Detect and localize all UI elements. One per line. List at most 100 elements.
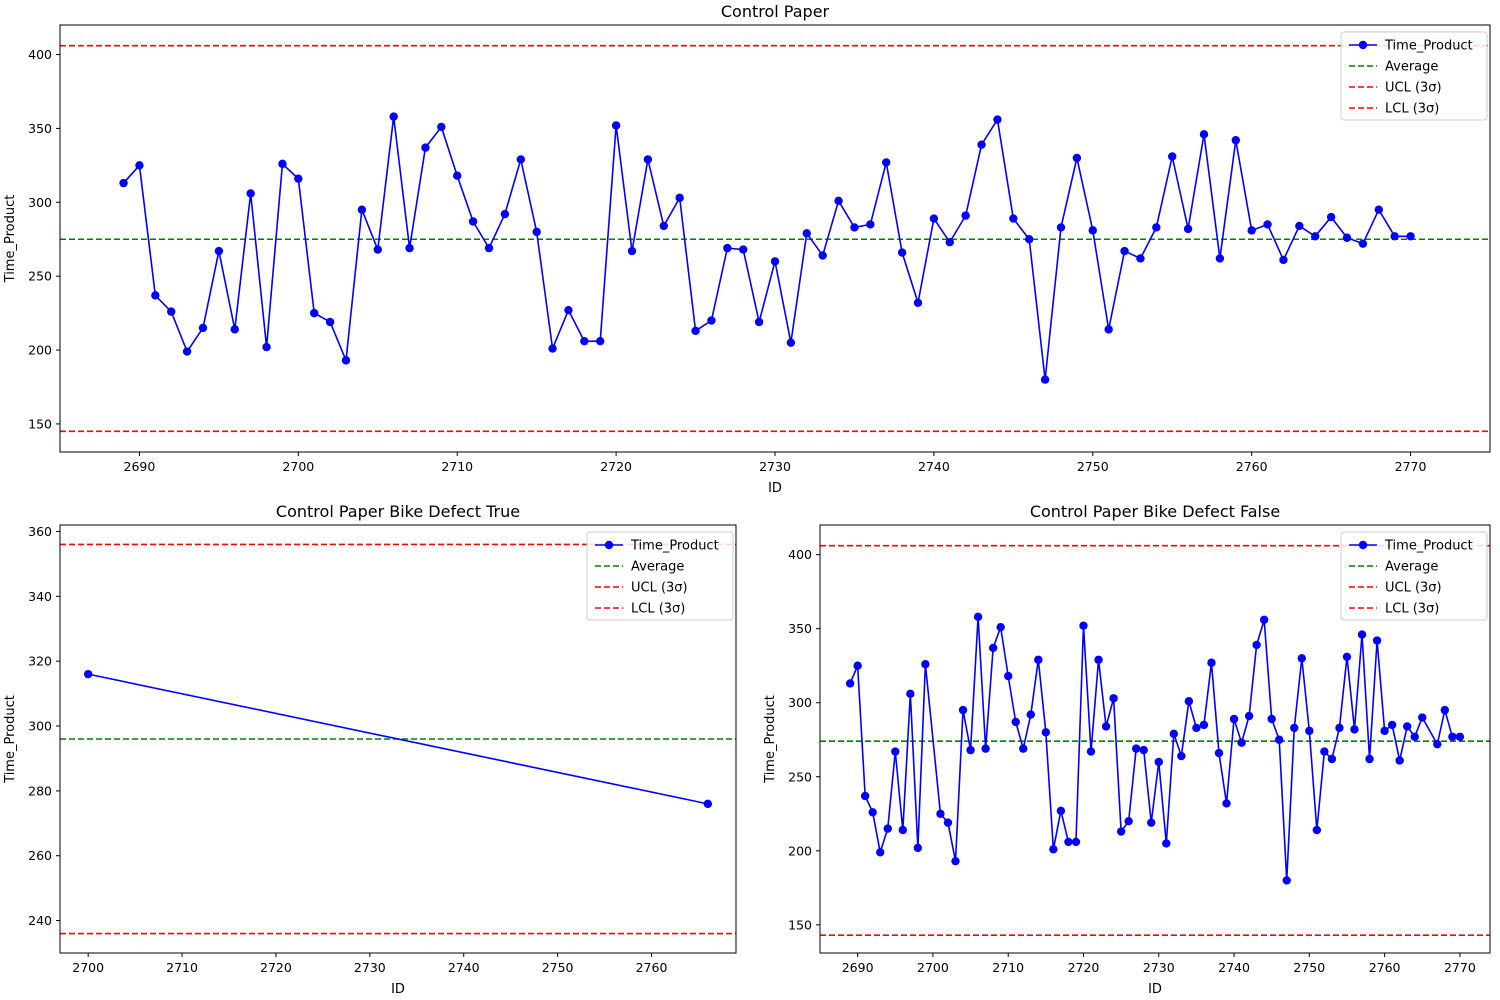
x-tick-label: 2760 <box>1236 459 1268 474</box>
data-point <box>1147 818 1156 827</box>
data-point <box>898 825 908 835</box>
data-point <box>214 246 224 256</box>
x-axis-label: ID <box>391 982 405 997</box>
data-point <box>866 220 875 229</box>
x-tick-label: 2740 <box>1218 960 1250 975</box>
data-point <box>1380 726 1389 736</box>
data-point <box>1365 754 1374 764</box>
data-point <box>1079 621 1088 630</box>
data-point <box>1402 722 1412 731</box>
data-point <box>883 824 892 833</box>
data-point <box>119 178 128 188</box>
legend-marker <box>604 540 614 550</box>
data-point <box>1040 375 1050 384</box>
data-point <box>860 791 870 801</box>
data-point <box>1004 671 1013 681</box>
data-point <box>961 211 970 220</box>
data-point <box>973 612 983 622</box>
data-point <box>1395 756 1404 765</box>
data-point <box>1192 723 1201 733</box>
data-point <box>770 257 780 266</box>
data-point <box>981 744 990 753</box>
data-point <box>580 336 589 346</box>
data-point <box>1320 747 1329 756</box>
data-point <box>564 305 573 315</box>
x-tick-label: 2690 <box>842 960 874 975</box>
x-axis-label: ID <box>768 481 782 496</box>
data-point <box>1136 254 1145 263</box>
y-tick-label: 250 <box>788 769 812 784</box>
x-tick-label: 2750 <box>1293 960 1325 975</box>
data-point <box>1327 754 1337 764</box>
data-point <box>1025 235 1034 244</box>
x-tick-label: 2750 <box>542 960 574 975</box>
data-point <box>966 745 975 755</box>
data-point <box>1326 212 1336 222</box>
data-point <box>943 818 953 827</box>
data-point <box>1116 827 1126 836</box>
x-tick-label: 2740 <box>918 459 950 474</box>
data-point <box>1168 152 1177 161</box>
data-point <box>1237 738 1246 747</box>
data-point <box>818 251 827 260</box>
data-point <box>1109 694 1118 703</box>
y-tick-label: 150 <box>28 416 52 431</box>
data-point <box>1410 732 1419 741</box>
data-point <box>596 336 605 346</box>
legend-label-lcl-3: LCL (3σ) <box>631 602 685 617</box>
data-point <box>739 245 748 254</box>
legend-label-time-product: Time_Product <box>1384 539 1473 554</box>
data-point <box>1041 728 1051 737</box>
data-point <box>850 223 859 232</box>
data-point <box>1177 751 1186 761</box>
data-point <box>532 227 541 237</box>
legend: Time_Product Average UCL (3σ) LCL (3σ) <box>1340 31 1488 121</box>
data-point <box>1088 226 1097 235</box>
data-point <box>993 115 1002 124</box>
legend-box <box>586 531 734 621</box>
y-tick-label: 350 <box>788 621 812 636</box>
data-point <box>1244 711 1254 721</box>
data-point <box>996 622 1005 632</box>
data-point <box>977 140 986 149</box>
data-point <box>278 159 287 169</box>
data-point <box>906 689 915 699</box>
data-point <box>1342 233 1352 242</box>
data-point <box>1263 220 1272 229</box>
data-point <box>707 316 716 325</box>
data-point <box>484 243 494 253</box>
data-point <box>897 248 907 257</box>
y-tick-label: 400 <box>28 47 52 62</box>
data-point <box>294 174 303 183</box>
data-point <box>373 245 382 254</box>
data-point <box>1252 640 1261 650</box>
data-point <box>1418 713 1427 722</box>
data-point <box>1199 130 1209 139</box>
data-point <box>1305 726 1314 736</box>
legend-marker <box>1358 540 1368 550</box>
data-point <box>1222 799 1231 808</box>
y-tick-label: 300 <box>28 195 52 210</box>
data-point <box>1154 757 1163 767</box>
chart-title: Control Paper Bike Defect True <box>276 502 520 521</box>
data-point <box>891 747 900 756</box>
data-point <box>988 643 998 653</box>
x-tick-label: 2700 <box>282 459 314 474</box>
data-point <box>1433 739 1442 749</box>
data-point <box>357 205 367 214</box>
data-point <box>1440 705 1450 715</box>
data-point <box>659 221 668 231</box>
data-point <box>1282 876 1291 885</box>
data-point <box>1448 732 1457 741</box>
data-point <box>1374 205 1383 214</box>
y-tick-label: 300 <box>28 719 52 734</box>
legend-box <box>1340 31 1488 121</box>
data-point <box>1214 748 1224 758</box>
y-tick-label: 360 <box>28 524 52 539</box>
y-tick-label: 260 <box>28 848 52 863</box>
data-point <box>516 155 525 164</box>
data-point <box>936 809 945 818</box>
y-tick-label: 200 <box>788 843 812 858</box>
